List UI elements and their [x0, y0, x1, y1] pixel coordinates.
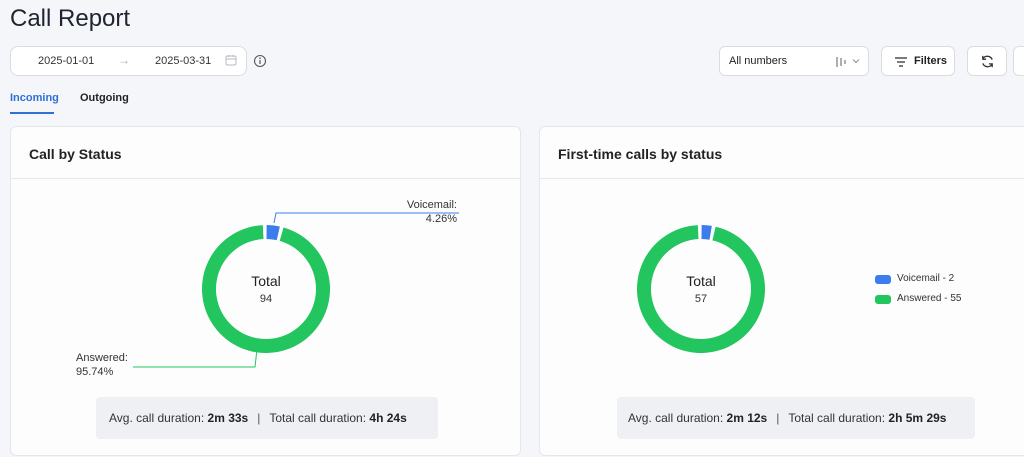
voicemail-leader-line [273, 212, 459, 224]
center-label: Total [251, 273, 281, 289]
columns-icon [836, 57, 846, 67]
center-label: Total [686, 273, 716, 289]
summary-divider: | [776, 411, 780, 425]
date-range-picker[interactable]: 2025-01-01 → 2025-03-31 [10, 46, 247, 76]
avg-duration-value: 2m 12s [726, 411, 768, 425]
legend-label-answered: Answered - 55 [897, 293, 962, 304]
date-to[interactable]: 2025-03-31 [155, 55, 212, 67]
arrow-right-icon: → [118, 53, 130, 67]
total-duration-label: Total call duration: [269, 411, 367, 425]
tab-outgoing[interactable]: Outgoing [80, 92, 129, 104]
legend-label-voicemail: Voicemail - 2 [897, 273, 955, 284]
refresh-button[interactable] [967, 46, 1007, 76]
voicemail-slice[interactable] [266, 225, 280, 241]
active-tab-indicator [10, 112, 54, 114]
calendar-icon[interactable] [225, 54, 237, 66]
date-from[interactable]: 2025-01-01 [38, 55, 95, 67]
total-duration-value: 4h 24s [369, 411, 407, 425]
chevron-down-icon [852, 59, 860, 64]
call-by-status-donut: Total 94 [133, 212, 459, 368]
legend-swatch-voicemail [875, 275, 891, 284]
avg-duration-value: 2m 33s [207, 411, 249, 425]
total-duration-label: Total call duration: [788, 411, 886, 425]
filters-button[interactable]: Filters [881, 46, 955, 76]
avg-duration-label: Avg. call duration: [109, 411, 205, 425]
card-header: First-time calls by status [540, 127, 1024, 179]
numbers-select[interactable]: All numbers [719, 46, 869, 76]
answered-leader-line [133, 348, 258, 368]
card-header: Call by Status [11, 127, 520, 179]
summary-divider: | [257, 411, 261, 425]
answered-slice[interactable] [637, 225, 765, 353]
voicemail-callout: Voicemail: 4.26% [403, 198, 457, 226]
first-time-calls-donut: Total 57 [637, 225, 765, 353]
refresh-icon [982, 55, 993, 68]
filter-icon [895, 57, 907, 67]
answered-slice[interactable] [202, 225, 330, 353]
total-duration-value: 2h 5m 29s [888, 411, 947, 425]
card-title: Call by Status [29, 146, 122, 162]
voicemail-callout-label: Voicemail: [406, 199, 457, 211]
page-title: Call Report [10, 5, 131, 32]
card-title: First-time calls by status [558, 146, 723, 162]
voicemail-slice[interactable] [701, 225, 712, 240]
duration-summary: Avg. call duration: 2m 33s | Total call du… [96, 397, 438, 439]
legend-swatch-answered [875, 295, 891, 304]
voicemail-callout-pct: 4.26% [425, 213, 457, 225]
center-value: 57 [695, 293, 707, 305]
info-icon[interactable] [253, 54, 267, 68]
numbers-select-value: All numbers [729, 55, 788, 67]
avg-duration-label: Avg. call duration: [628, 411, 724, 425]
center-value: 94 [260, 293, 272, 305]
tab-incoming[interactable]: Incoming [10, 92, 59, 104]
call-by-status-card: Call by Status Total 94 Voicemail: 4.26%… [10, 126, 521, 456]
duration-summary: Avg. call duration: 2m 12s | Total call du… [617, 397, 975, 439]
filters-label: Filters [914, 55, 948, 67]
more-button[interactable] [1013, 46, 1024, 76]
answered-callout-pct: 95.74% [76, 366, 114, 378]
answered-callout-label: Answered: [76, 352, 128, 364]
answered-callout: Answered: 95.74% [76, 351, 128, 379]
first-time-calls-card: First-time calls by status Total 57 Voic… [539, 126, 1024, 456]
